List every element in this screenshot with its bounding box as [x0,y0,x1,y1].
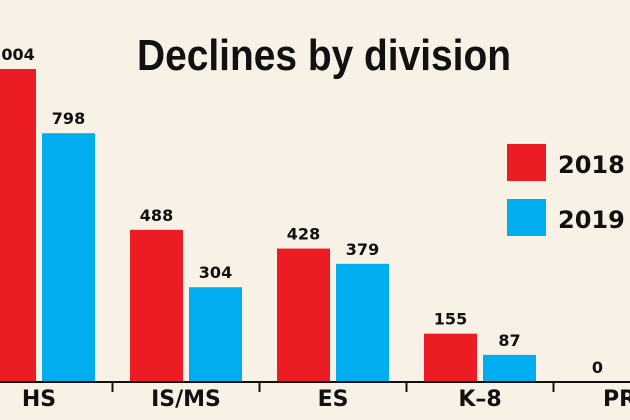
x-tick-label-1: IS/MS [151,387,221,412]
x-tick-label-0: HS [22,387,56,412]
x-tick-label-2: ES [318,387,349,412]
bar-2018-IS/MS [130,229,183,382]
legend-swatch-2019 [507,199,546,236]
value-label-2019-HS: 798 [52,109,85,128]
legend-label-2018: 2018 [558,151,625,179]
bars-group [0,69,536,382]
value-label-2018-ES: 428 [287,225,320,244]
bar-2019-IS/MS [189,287,242,382]
bar-2019-K–8 [483,354,536,382]
bar-2019-ES [336,263,389,382]
legend-swatch-2018 [507,144,546,181]
legend-label-2019: 2019 [558,206,625,234]
chart-title: Declines by division [137,31,511,80]
value-label-2019-K–8: 87 [498,331,520,350]
x-ticks-group: HS IS/MS ES K–8 PRE [22,382,630,412]
value-label-2018-K–8: 155 [434,310,467,329]
x-tick-label-4: PRE [603,387,630,412]
value-label-2018-PRE: 0 [592,358,603,377]
bar-2019-HS [42,133,95,382]
value-labels-group: 1,004 798 488 304 428 379 155 87 0 [0,45,603,377]
value-label-2018-HS: 1,004 [0,45,35,64]
value-label-2019-IS/MS: 304 [199,263,232,282]
x-tick-label-3: K–8 [458,387,501,412]
value-label-2019-ES: 379 [346,240,379,259]
bar-2018-K–8 [424,333,477,382]
bar-2018-HS [0,69,36,382]
value-label-2018-IS/MS: 488 [140,206,173,225]
bar-2018-ES [277,248,330,382]
legend: 2018 2019 [507,144,625,236]
